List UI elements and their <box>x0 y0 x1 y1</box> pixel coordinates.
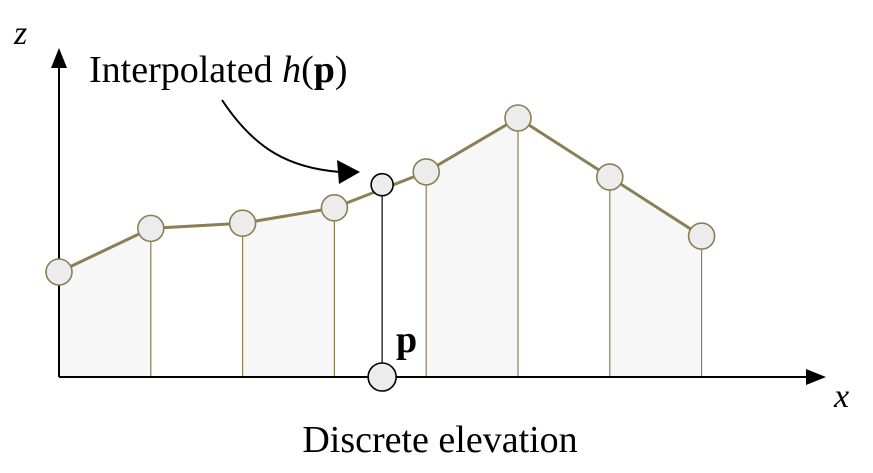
sample-node <box>320 194 349 222</box>
vertical-stems <box>150 118 703 377</box>
interpolated-label-close: ) <box>335 49 348 91</box>
caption: Discrete elevation <box>302 419 577 461</box>
sample-node <box>45 258 73 286</box>
point-p-label: p <box>396 319 417 361</box>
interpolated-label-arg: p <box>314 49 335 91</box>
shaded-segment <box>242 207 335 377</box>
sample-node <box>595 163 624 191</box>
interpolated-label: Interpolated h(p) <box>89 49 348 91</box>
sample-node <box>687 222 716 250</box>
sample-nodes <box>45 104 716 286</box>
query-point-p <box>367 362 397 392</box>
interpolated-label-func: h <box>282 49 301 91</box>
callout-arrowhead <box>337 160 360 184</box>
callout-arrow <box>221 99 341 173</box>
sample-node <box>412 158 441 186</box>
z-axis-label: z <box>13 15 27 52</box>
shaded-segment <box>59 228 151 377</box>
interpolated-point <box>370 172 394 197</box>
interpolated-label-open: ( <box>301 49 314 91</box>
sample-node <box>228 209 257 238</box>
shaded-segment <box>609 177 702 377</box>
x-axis-arrowhead <box>806 369 826 385</box>
interpolated-label-prefix: Interpolated <box>89 49 282 91</box>
sample-node <box>504 104 532 132</box>
shaded-segment <box>426 118 518 377</box>
profile-fill-layer <box>59 118 702 377</box>
x-axis-label: x <box>833 378 849 415</box>
sample-node <box>137 214 165 243</box>
z-axis-arrowhead <box>51 48 67 68</box>
